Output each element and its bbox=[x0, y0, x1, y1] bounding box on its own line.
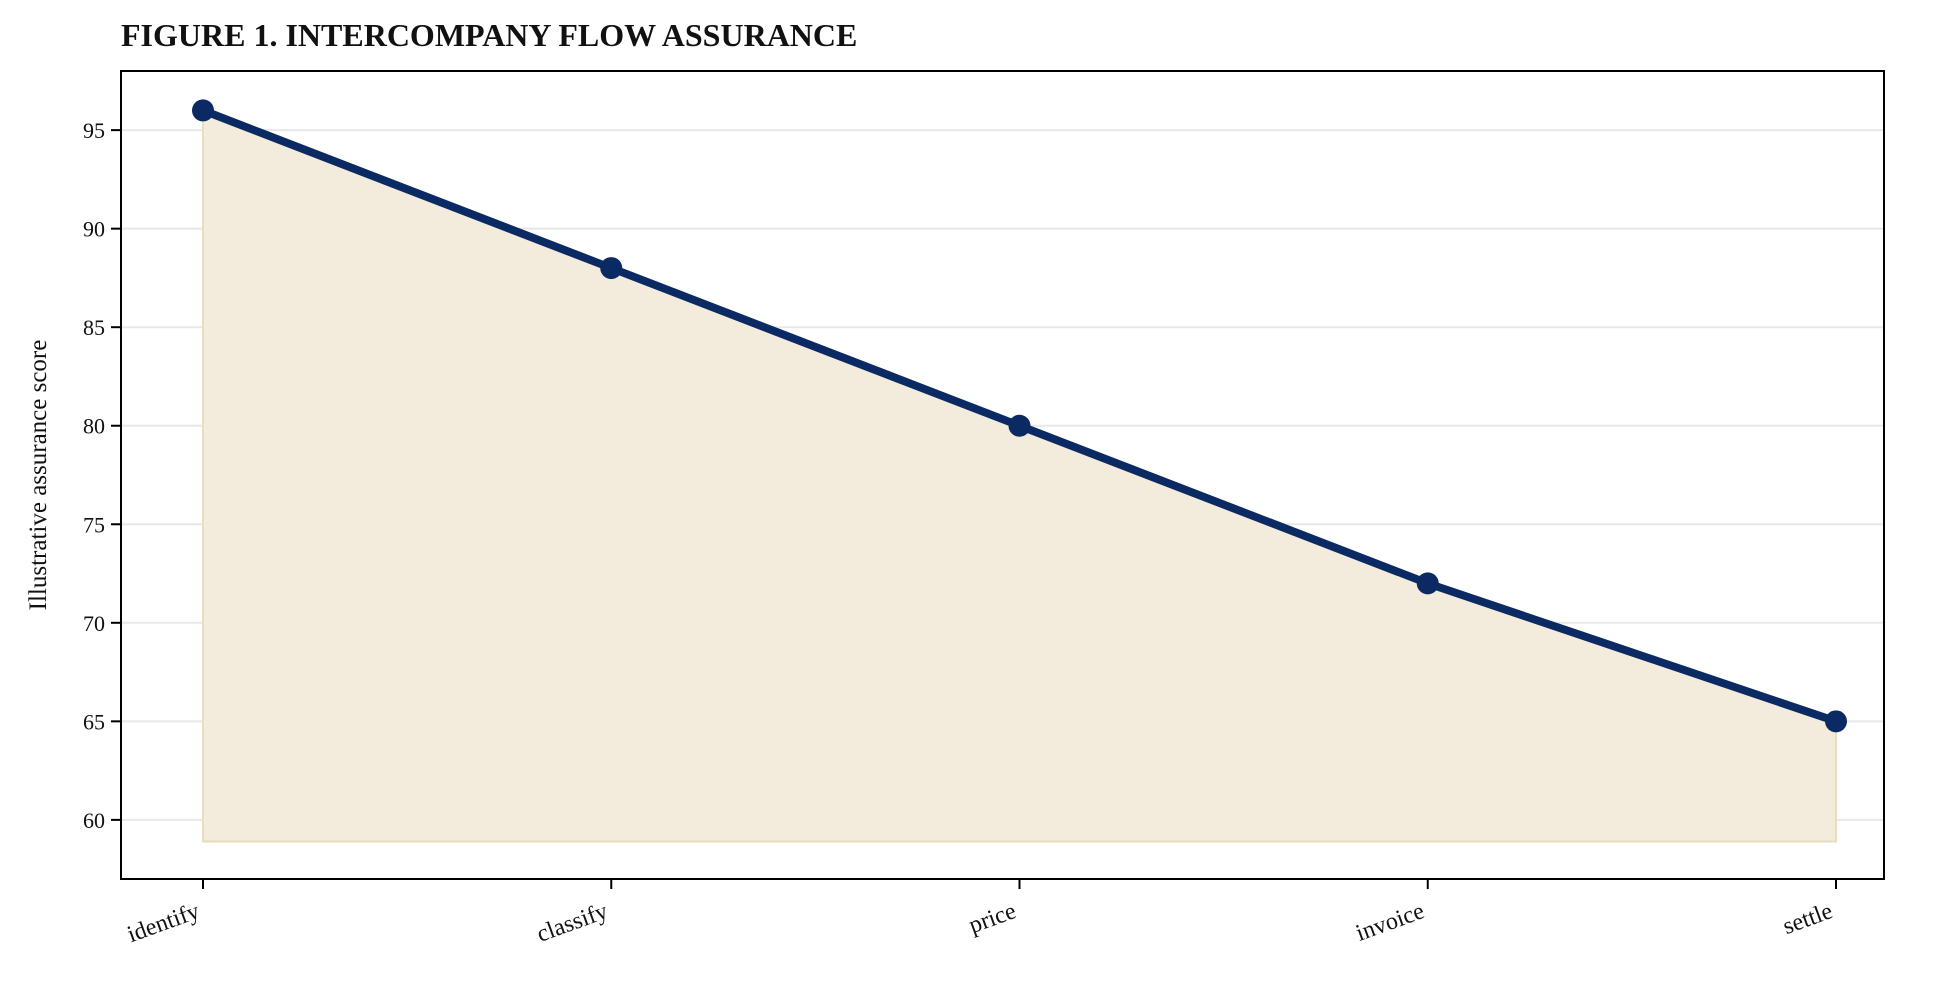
y-tick-label: 95 bbox=[83, 118, 105, 143]
data-point-invoice bbox=[1416, 572, 1439, 595]
y-axis-label: Illustrative assurance score bbox=[25, 340, 52, 611]
data-point-classify bbox=[600, 257, 623, 280]
data-point-settle bbox=[1825, 710, 1847, 733]
points-layer bbox=[192, 99, 1847, 733]
y-tick-label: 75 bbox=[83, 512, 105, 537]
y-tick-label: 85 bbox=[83, 315, 105, 340]
y-tick-label: 90 bbox=[83, 217, 105, 242]
data-point-price bbox=[1008, 414, 1031, 437]
x-tick-label-classify: classify bbox=[534, 898, 612, 948]
y-tick-label: 70 bbox=[83, 611, 105, 636]
y-tick-label: 60 bbox=[83, 808, 105, 833]
x-tick-label-invoice: invoice bbox=[1353, 898, 1428, 947]
x-tick-label-price: price bbox=[966, 898, 1020, 939]
x-tick-label-identify: identify bbox=[124, 898, 203, 948]
plot-frame bbox=[120, 70, 1885, 880]
x-axis: identify classify price invoice settle bbox=[124, 879, 1837, 948]
y-tick-label: 65 bbox=[83, 709, 105, 734]
chart-title: FIGURE 1. INTERCOMPANY FLOW ASSURANCE bbox=[121, 17, 857, 53]
x-tick-label-settle: settle bbox=[1780, 898, 1836, 940]
y-tick-label: 80 bbox=[83, 414, 105, 439]
area-fill bbox=[202, 108, 1837, 843]
data-point-identify bbox=[192, 99, 214, 122]
y-axis: 60 65 70 75 80 85 90 95 bbox=[83, 118, 121, 833]
